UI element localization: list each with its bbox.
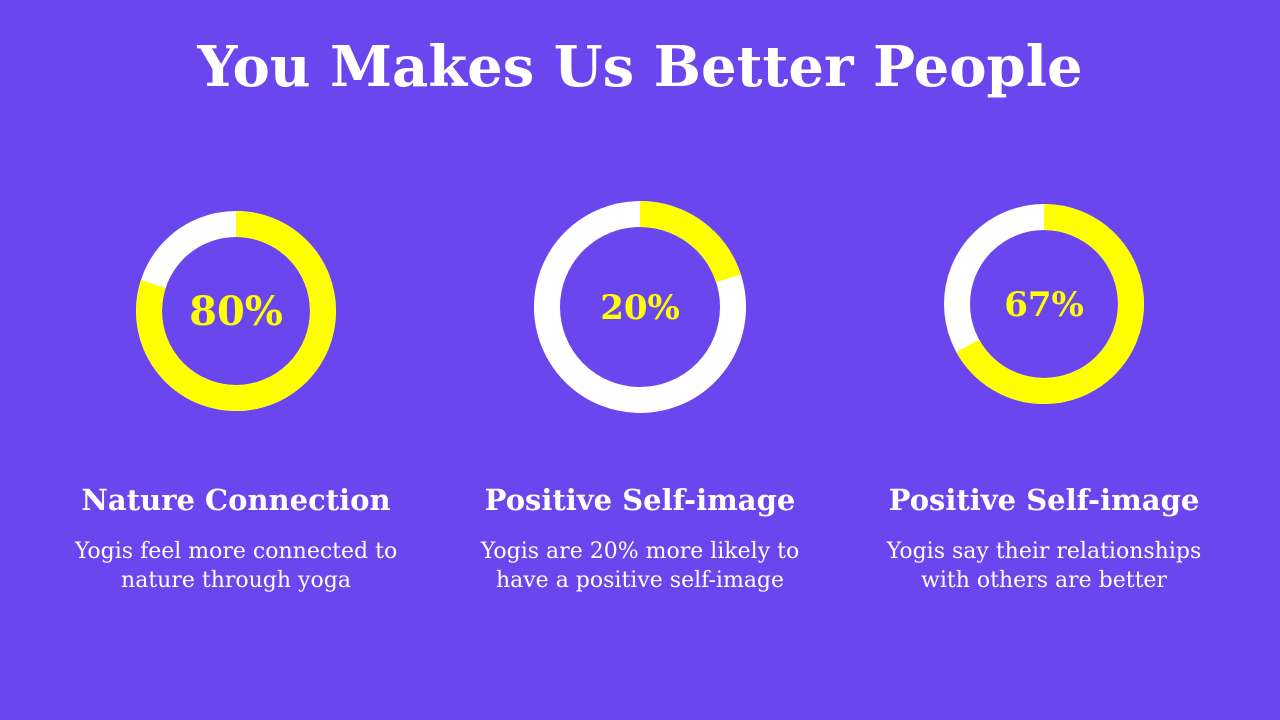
card-title-nature-connection: Nature Connection bbox=[81, 483, 391, 517]
card-description-positive-self-image: Yogis are 20% more likely to have a posi… bbox=[440, 537, 840, 595]
donut-value-label: 80% bbox=[189, 288, 283, 335]
description-line: Yogis are 20% more likely to bbox=[480, 539, 800, 564]
slide-title: You Makes Us Better People bbox=[197, 34, 1083, 100]
card-description-relationships: Yogis say their relationships with other… bbox=[844, 537, 1244, 595]
description-line: nature through yoga bbox=[121, 568, 351, 593]
donut-value-label: 67% bbox=[1004, 285, 1084, 325]
card-title-positive-self-image: Positive Self-image bbox=[484, 483, 796, 517]
donut-chart-nature-connection: 80% bbox=[136, 211, 336, 411]
donut-chart-relationships: 67% bbox=[944, 204, 1144, 404]
description-line: with others are better bbox=[921, 568, 1167, 593]
donut-arc-value bbox=[534, 201, 746, 413]
description-line: have a positive self-image bbox=[495, 568, 785, 593]
donut-arc-value bbox=[944, 204, 1144, 404]
description-line: Yogis feel more connected to bbox=[74, 539, 398, 564]
card-title-positive-self-image-2: Positive Self-image bbox=[888, 483, 1200, 517]
donut-value-label: 20% bbox=[600, 288, 680, 328]
card-description-nature-connection: Yogis feel more connected to nature thro… bbox=[36, 537, 436, 595]
donut-chart-positive-self-image: 20% bbox=[534, 201, 746, 413]
donut-arc-value bbox=[136, 211, 336, 411]
description-line: Yogis say their relationships bbox=[886, 539, 1202, 564]
